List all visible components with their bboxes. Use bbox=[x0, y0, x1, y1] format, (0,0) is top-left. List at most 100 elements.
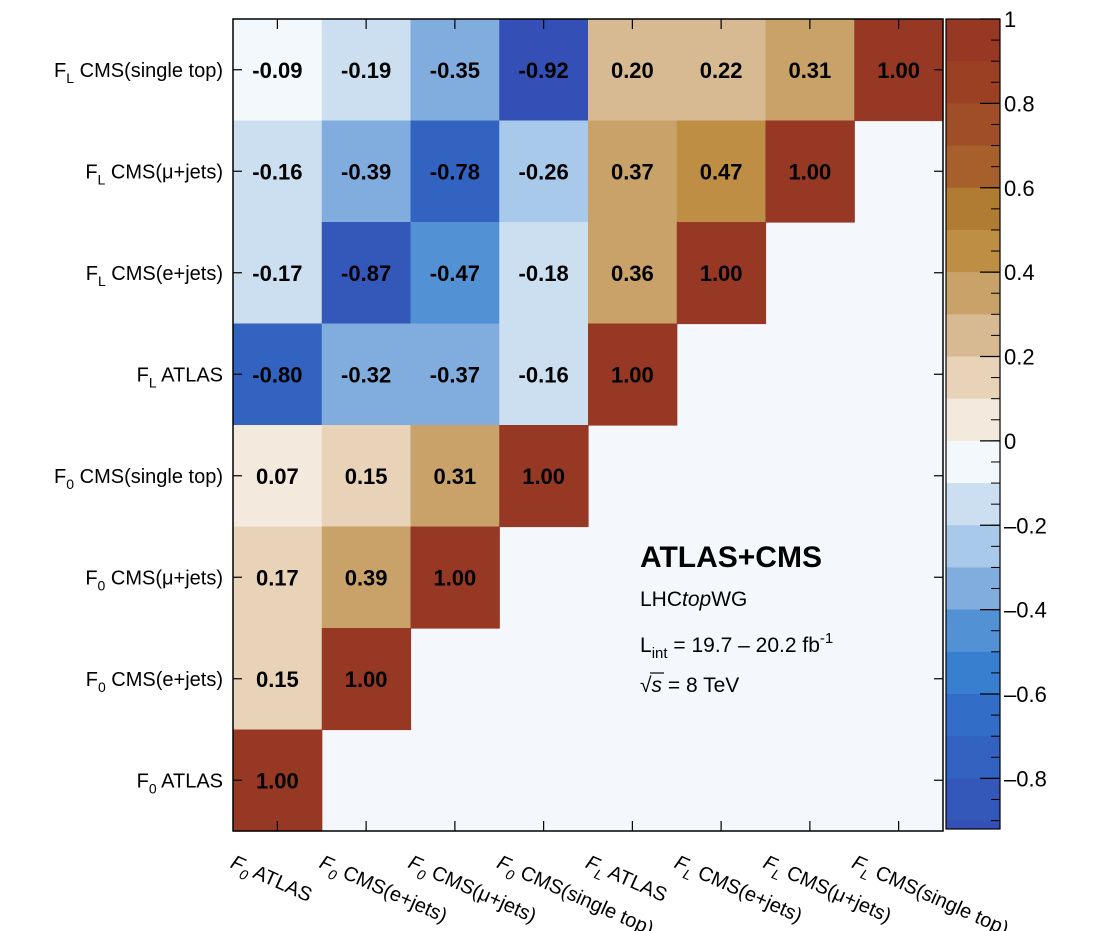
heatmap-cell bbox=[588, 19, 678, 122]
heatmap-cell bbox=[233, 19, 323, 122]
cell-value-label: -0.16 bbox=[519, 362, 569, 387]
heatmap-cell bbox=[233, 120, 323, 223]
y-tick-label-symbol: F bbox=[85, 161, 97, 183]
y-tick-label-symbol: F bbox=[86, 669, 98, 691]
y-tick-label: F0 ATLAS bbox=[137, 770, 223, 796]
cell-value-label: -0.37 bbox=[430, 362, 480, 387]
heatmap-cell bbox=[676, 19, 767, 122]
y-tick-label-symbol: F bbox=[54, 60, 66, 82]
cell-value-label: -0.16 bbox=[252, 159, 302, 184]
heatmap-cell bbox=[233, 526, 323, 629]
cell-value-label: -0.78 bbox=[430, 159, 480, 184]
heatmap-cell bbox=[321, 425, 412, 528]
y-tick-label-text: ATLAS bbox=[157, 770, 223, 792]
cell-value-label: 1.00 bbox=[256, 768, 299, 793]
color-scale-tick-label: 0.2 bbox=[1004, 345, 1035, 370]
lumi-symbol: L bbox=[640, 634, 652, 657]
cell-value-label: 0.15 bbox=[256, 667, 299, 692]
y-tick-label-subscript: 0 bbox=[66, 476, 74, 492]
annotation-energy: √s = 8 TeV bbox=[640, 674, 739, 697]
plot-frame bbox=[232, 18, 944, 832]
lumi-superscript: -1 bbox=[820, 630, 833, 647]
color-scale-tick-label: –0.6 bbox=[1004, 682, 1047, 707]
heatmap-cell bbox=[588, 120, 678, 223]
heatmap-cell bbox=[765, 120, 855, 223]
cell-value-label: 1.00 bbox=[433, 565, 476, 590]
cell-value-label: 1.00 bbox=[345, 667, 388, 692]
energy-root: √ bbox=[640, 674, 652, 697]
color-scale-border bbox=[945, 18, 1001, 830]
y-tick-label-subscript: 0 bbox=[98, 679, 106, 695]
heatmap-cell bbox=[588, 323, 678, 426]
color-scale-tick-label: 0.8 bbox=[1004, 91, 1035, 116]
cell-value-label: -0.26 bbox=[519, 159, 569, 184]
annotation-group-suffix: WG bbox=[711, 588, 747, 611]
heatmap-cell bbox=[233, 222, 323, 325]
heatmap-cell bbox=[410, 19, 500, 122]
y-tick-label: F0 CMS(single top) bbox=[54, 466, 223, 492]
y-tick-label-subscript: L bbox=[149, 374, 157, 390]
y-tick-label-symbol: F bbox=[137, 770, 149, 792]
cell-value-label: 1.00 bbox=[522, 464, 565, 489]
y-tick-label-text: CMS(e+jets) bbox=[106, 669, 223, 691]
cell-value-label: 0.17 bbox=[256, 565, 299, 590]
heatmap-cell bbox=[321, 526, 412, 629]
heatmap-cell bbox=[588, 222, 678, 325]
y-tick-label-subscript: 0 bbox=[98, 577, 106, 593]
color-scale-tick-label: 1 bbox=[1004, 7, 1016, 32]
y-tick-label: FL ATLAS bbox=[137, 364, 223, 390]
x-tick-label: F0 ATLAS bbox=[226, 851, 315, 910]
color-scale-tick-label: –0.2 bbox=[1004, 513, 1047, 538]
heatmap-cell bbox=[676, 222, 767, 325]
y-tick-label-subscript: L bbox=[98, 171, 106, 187]
heatmap-cell bbox=[321, 120, 412, 223]
cell-value-label: -0.87 bbox=[341, 261, 391, 286]
color-scale-bar: 1 0.8 0.6 0.4 0.2 0 –0.2 –0.4 –0.6 –0.8 bbox=[945, 7, 1047, 830]
experiment-annotation: ATLAS+CMS LHCtopWG Lint = 19.7 – 20.2 fb… bbox=[640, 541, 833, 697]
cell-value-label: -0.17 bbox=[252, 261, 302, 286]
y-tick-label: FL CMS(e+jets) bbox=[86, 263, 223, 289]
heatmap-cell bbox=[410, 222, 500, 325]
heatmap-cell bbox=[499, 19, 589, 122]
heatmap-cells bbox=[233, 19, 944, 832]
cell-value-label: -0.39 bbox=[341, 159, 391, 184]
heatmap-cell bbox=[410, 526, 500, 629]
heatmap-cell bbox=[321, 323, 412, 426]
y-tick-label-symbol: F bbox=[54, 466, 66, 488]
heatmap-cell bbox=[410, 425, 500, 528]
annotation-luminosity: Lint = 19.7 – 20.2 fb-1 bbox=[640, 630, 833, 662]
y-tick-label-text: CMS(μ+jets) bbox=[105, 161, 223, 183]
cell-value-label: -0.92 bbox=[519, 58, 569, 83]
heatmap-cell bbox=[233, 323, 323, 426]
color-scale-tick-label: 0.4 bbox=[1004, 260, 1035, 285]
cell-value-label: -0.18 bbox=[519, 261, 569, 286]
heatmap-cell bbox=[410, 323, 500, 426]
annotation-group-prefix: LHC bbox=[640, 588, 682, 611]
cell-value-label: -0.35 bbox=[430, 58, 480, 83]
cell-value-label: 0.31 bbox=[788, 58, 831, 83]
cell-value-label: 0.22 bbox=[700, 58, 743, 83]
cell-value-label: 0.47 bbox=[700, 159, 743, 184]
heatmap-cell bbox=[410, 120, 500, 223]
y-tick-label-symbol: F bbox=[86, 263, 98, 285]
y-tick-label: FL CMS(μ+jets) bbox=[85, 161, 223, 187]
color-scale-tick-label: –0.8 bbox=[1004, 766, 1047, 791]
y-tick-label-symbol: F bbox=[137, 364, 149, 386]
color-scale-tick-label: 0.6 bbox=[1004, 176, 1035, 201]
y-tick-label-subscript: L bbox=[66, 70, 74, 86]
heatmap-cell bbox=[321, 222, 412, 325]
y-tick-label-text: CMS(single top) bbox=[74, 60, 223, 82]
cell-value-label: 0.39 bbox=[345, 565, 388, 590]
y-tick-label: FL CMS(single top) bbox=[54, 60, 223, 86]
heatmap-cell bbox=[233, 425, 323, 528]
y-tick-label-symbol: F bbox=[85, 567, 97, 589]
annotation-title: ATLAS+CMS bbox=[640, 541, 822, 574]
cell-value-label: 0.20 bbox=[611, 58, 654, 83]
cell-value-label: 0.07 bbox=[256, 464, 299, 489]
heatmap-cell bbox=[321, 19, 412, 122]
y-tick-label: F0 CMS(e+jets) bbox=[86, 669, 223, 695]
cell-value-label: -0.80 bbox=[252, 362, 302, 387]
y-tick-label-text: ATLAS bbox=[157, 364, 223, 386]
y-tick-label-text: CMS(single top) bbox=[74, 466, 223, 488]
